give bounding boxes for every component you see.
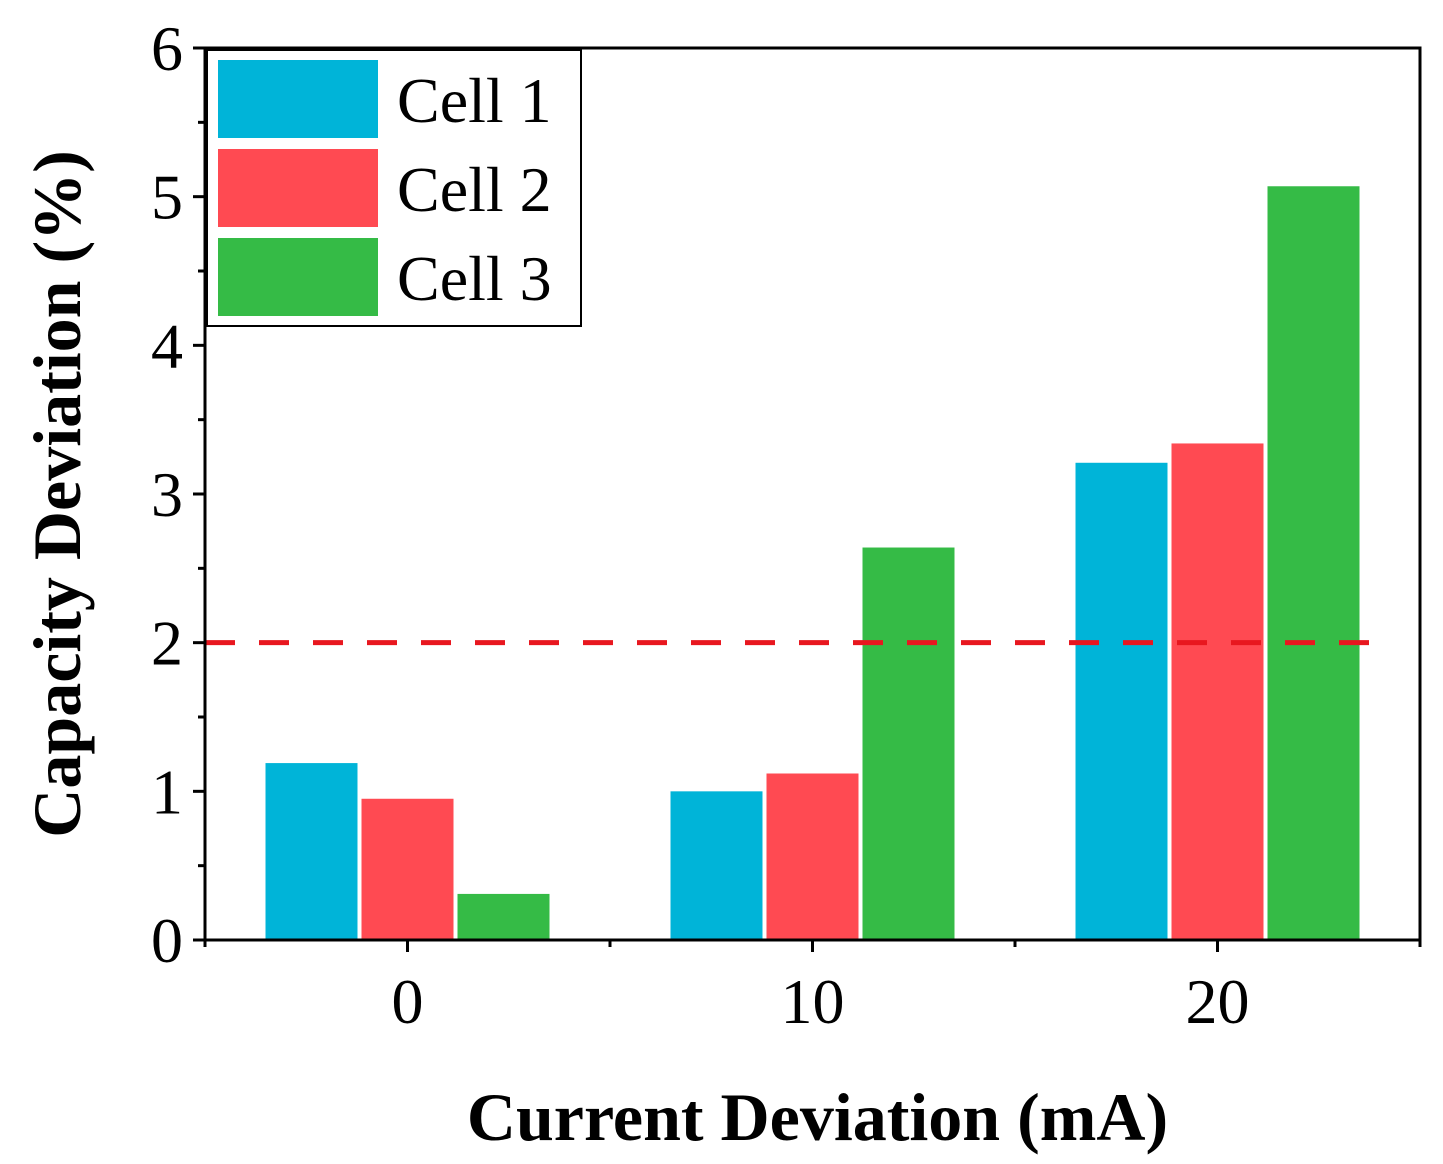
y-tick-label: 1	[151, 756, 183, 827]
x-axis: 0 10 20	[203, 940, 1422, 1037]
legend-swatch-cell-2	[218, 149, 378, 227]
x-tick-label: 0	[392, 966, 424, 1037]
y-axis: 0 1 2 3 4 5 6	[151, 13, 205, 976]
legend-label-cell-3: Cell 3	[397, 243, 552, 314]
x-tick-label: 10	[781, 966, 845, 1037]
y-tick-label: 3	[151, 459, 183, 530]
bar-cell-2-x20	[1171, 443, 1264, 940]
bar-cell-1-x10	[670, 791, 763, 940]
x-axis-title: Current Deviation (mA)	[467, 1079, 1168, 1155]
legend: Cell 1 Cell 2 Cell 3	[206, 49, 582, 327]
bar-cell-2-x0	[361, 798, 454, 940]
y-tick-label: 4	[151, 310, 183, 381]
y-axis-title: Capacity Deviation (%)	[19, 150, 95, 837]
legend-swatch-cell-1	[218, 60, 378, 138]
x-tick-label: 20	[1186, 966, 1250, 1037]
y-tick-label: 2	[151, 608, 183, 679]
bars-group	[265, 186, 1360, 940]
bar-cell-1-x0	[265, 763, 358, 940]
legend-label-cell-1: Cell 1	[397, 65, 552, 136]
bar-cell-3-x0	[457, 893, 550, 940]
bar-cell-2-x10	[766, 773, 859, 940]
y-tick-label: 5	[151, 162, 183, 233]
y-tick-label: 0	[151, 905, 183, 976]
bar-cell-3-x20	[1267, 186, 1360, 940]
bar-cell-1-x20	[1075, 462, 1168, 940]
legend-label-cell-2: Cell 2	[397, 154, 552, 225]
y-tick-label: 6	[151, 13, 183, 84]
legend-swatch-cell-3	[218, 238, 378, 316]
bar-cell-3-x10	[862, 547, 955, 940]
